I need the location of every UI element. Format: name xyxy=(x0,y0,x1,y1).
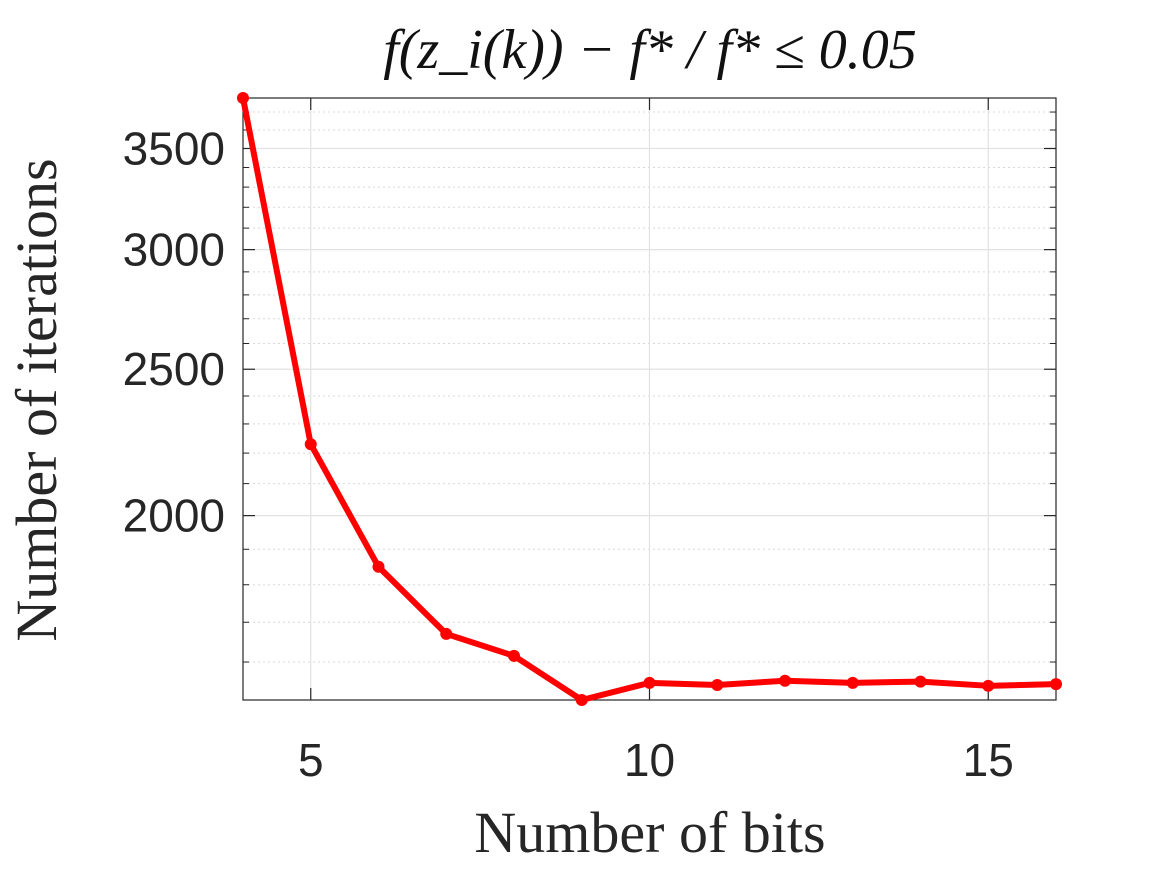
x-axis-title: Number of bits xyxy=(474,800,825,865)
data-point xyxy=(372,560,385,573)
data-point xyxy=(237,92,249,104)
data-point xyxy=(643,676,656,689)
y-axis-title: Number of iterations xyxy=(4,158,69,641)
data-point xyxy=(914,675,927,688)
x-tick-labels: 5 10 15 xyxy=(298,734,1014,786)
data-point xyxy=(575,694,588,706)
y-tick-label: 3500 xyxy=(123,122,225,174)
y-tick-label: 2000 xyxy=(123,490,225,542)
data-point xyxy=(846,676,859,689)
y-tick-label: 3000 xyxy=(123,224,225,276)
major-grid xyxy=(243,98,1056,700)
data-point xyxy=(1050,678,1062,691)
y-tick-label: 2500 xyxy=(123,343,225,395)
x-tick-label: 5 xyxy=(298,734,324,786)
data-point xyxy=(711,678,724,691)
data-point xyxy=(508,649,520,662)
data-point xyxy=(440,627,453,640)
y-tick-labels: 2000 2500 3000 3500 xyxy=(123,122,225,541)
data-point xyxy=(779,674,791,687)
data-points xyxy=(237,92,1062,706)
chart-title: f(z_i(k)) − f* / f* ≤ 0.05 xyxy=(383,19,917,81)
data-point xyxy=(304,438,317,451)
x-tick-label: 10 xyxy=(624,734,675,786)
x-tick-label: 15 xyxy=(963,734,1014,786)
data-point xyxy=(982,679,995,692)
axis-ticks xyxy=(243,98,1056,700)
